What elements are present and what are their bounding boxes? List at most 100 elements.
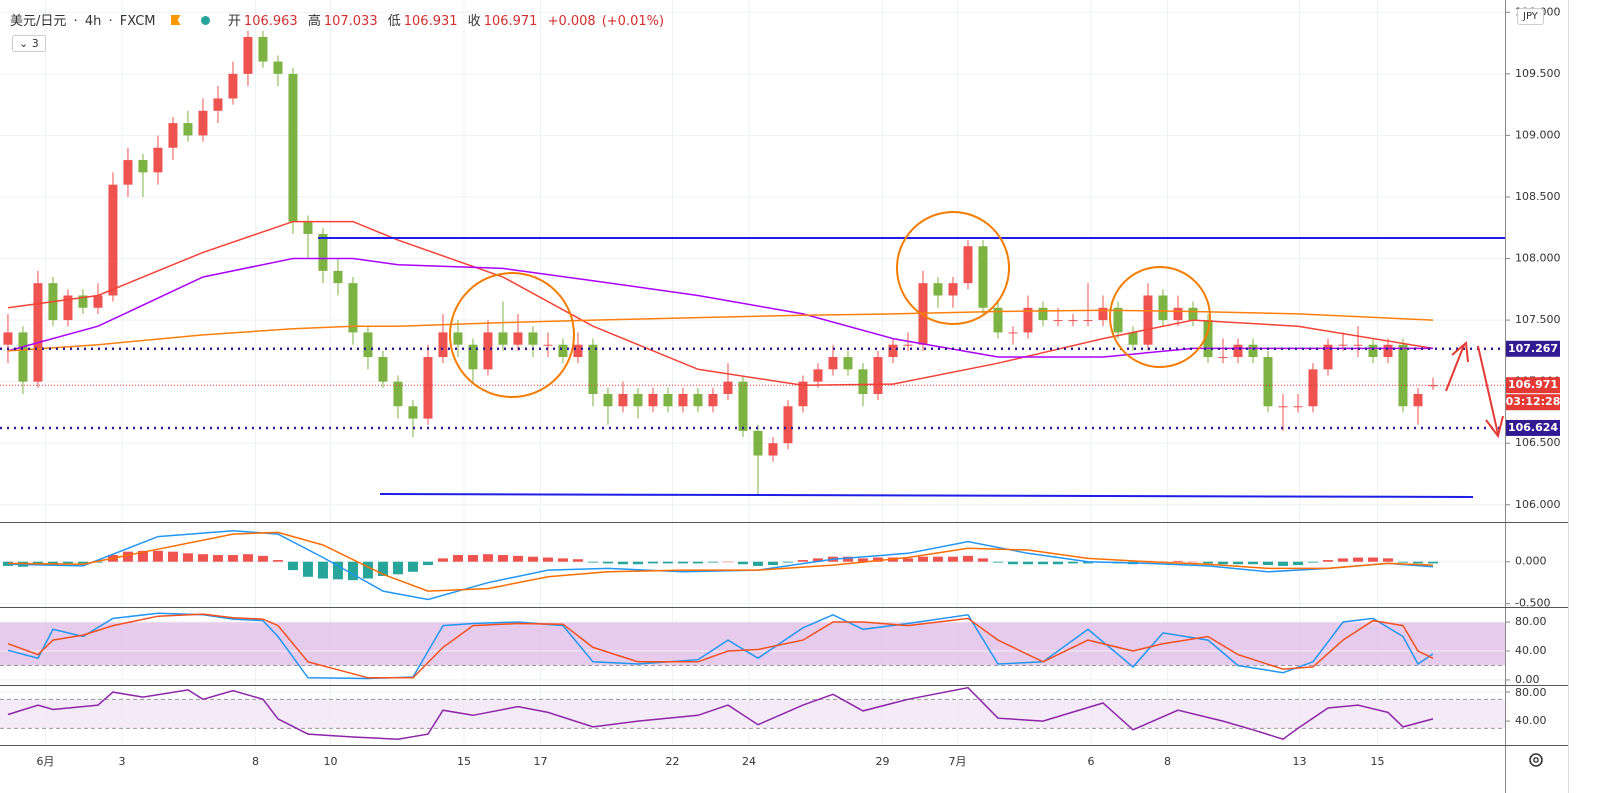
histogram-bar	[482, 554, 493, 562]
candle-body	[1293, 406, 1303, 408]
candle-body	[588, 344, 598, 394]
candle-body	[1353, 344, 1363, 346]
candle-body	[828, 357, 838, 370]
candle-body	[783, 406, 793, 444]
indicator-line	[7, 257, 1433, 358]
y-tick-label: 108.000	[1515, 252, 1561, 265]
histogram-bar	[362, 561, 373, 579]
grid	[0, 0, 1505, 745]
histogram-bar	[392, 561, 403, 575]
histogram-bar	[2, 561, 13, 566]
histogram-bar	[1322, 560, 1333, 562]
candle-body	[1008, 332, 1018, 334]
histogram-bar	[917, 556, 928, 562]
histogram-bar	[572, 559, 583, 562]
candle-body	[708, 393, 718, 407]
indicator-toggle[interactable]: ⌄ 3	[12, 35, 46, 52]
histogram-bar	[437, 558, 448, 562]
histogram-bar	[1067, 561, 1078, 564]
histogram-bar	[1337, 558, 1348, 562]
change: +0.008	[547, 14, 596, 29]
indicator-line	[7, 613, 1434, 679]
candle-body	[663, 393, 673, 407]
histogram-bar	[62, 561, 73, 564]
candle-body	[1188, 307, 1198, 321]
currency-badge[interactable]: JPY	[1517, 8, 1544, 25]
candle-body	[288, 73, 298, 222]
histogram-bar	[257, 555, 268, 562]
trend-line	[379, 493, 1474, 498]
separator: ·	[108, 14, 113, 29]
histogram-bar	[992, 561, 1003, 563]
candle-body	[1053, 320, 1063, 322]
y-tick-label: 108.500	[1515, 190, 1561, 203]
price-tag	[1506, 377, 1560, 394]
y-tick-label: 40.00	[1515, 714, 1547, 727]
ohlc-label: 收	[467, 14, 481, 29]
y-tick-label: 106.500	[1515, 436, 1561, 449]
candle-body	[453, 332, 463, 345]
histogram-bar	[77, 561, 88, 564]
candle-body	[888, 344, 898, 358]
candle-body	[318, 233, 328, 271]
candle-body	[693, 393, 703, 407]
histogram-bar	[1232, 561, 1243, 565]
candle-body	[348, 283, 358, 333]
histogram-bar	[512, 555, 523, 562]
x-tick-label: 8	[1164, 755, 1171, 768]
histogram-bar	[227, 555, 238, 562]
candle-body	[1263, 357, 1273, 407]
histogram-bar	[962, 555, 973, 562]
price-tag	[1506, 340, 1560, 357]
candle-body	[183, 123, 193, 136]
candle-body	[243, 36, 253, 74]
histogram-bar	[602, 561, 613, 564]
histogram-bar	[347, 561, 358, 581]
interval[interactable]: 4h	[84, 14, 102, 29]
x-tick-label: 13	[1292, 755, 1306, 768]
flag-icon	[170, 15, 181, 25]
candle-body	[963, 246, 973, 284]
histogram-bar	[1397, 561, 1408, 563]
candle-body	[138, 160, 148, 173]
histogram-bar	[497, 555, 508, 562]
histogram-bar	[1037, 561, 1048, 565]
ohlc-label: 高	[307, 14, 321, 29]
status-dot	[200, 16, 210, 25]
indicator-count: 3	[31, 37, 39, 50]
candle-body	[468, 344, 478, 370]
histogram-bar	[557, 558, 568, 562]
histogram-bar	[1352, 557, 1363, 562]
x-tick-label: 10	[323, 755, 337, 768]
candle-body	[108, 184, 118, 296]
indicator-line	[7, 529, 1434, 601]
histogram-bar	[812, 558, 823, 562]
histogram-bar	[647, 561, 658, 564]
candle-body	[543, 344, 553, 346]
ohlc-label: 低	[387, 14, 401, 29]
histogram-bar	[1262, 561, 1273, 566]
price-tag-label: 106.971	[1508, 378, 1558, 391]
candle-body	[1383, 344, 1393, 358]
candle-body	[1428, 385, 1438, 387]
histogram-bar	[1172, 560, 1183, 562]
settings-icon[interactable]	[1529, 753, 1543, 767]
y-tick-label: 80.00	[1515, 615, 1547, 628]
histogram-bar	[317, 561, 328, 579]
candle-body	[333, 270, 343, 284]
x-tick-label: 15	[1370, 755, 1384, 768]
histogram-bar	[407, 561, 418, 572]
source: FXCM	[119, 14, 156, 29]
price-tag-label: 106.624	[1508, 421, 1558, 434]
histogram-bar	[767, 561, 778, 566]
histogram-bar	[122, 551, 133, 562]
histogram-bar	[1307, 561, 1318, 563]
candle-body	[123, 160, 133, 185]
histogram-bar	[932, 556, 943, 562]
candle-body	[813, 369, 823, 382]
histogram-bar	[152, 550, 163, 562]
histogram-bar	[242, 554, 253, 562]
candle-body	[168, 123, 178, 148]
histogram-bar	[167, 551, 178, 562]
